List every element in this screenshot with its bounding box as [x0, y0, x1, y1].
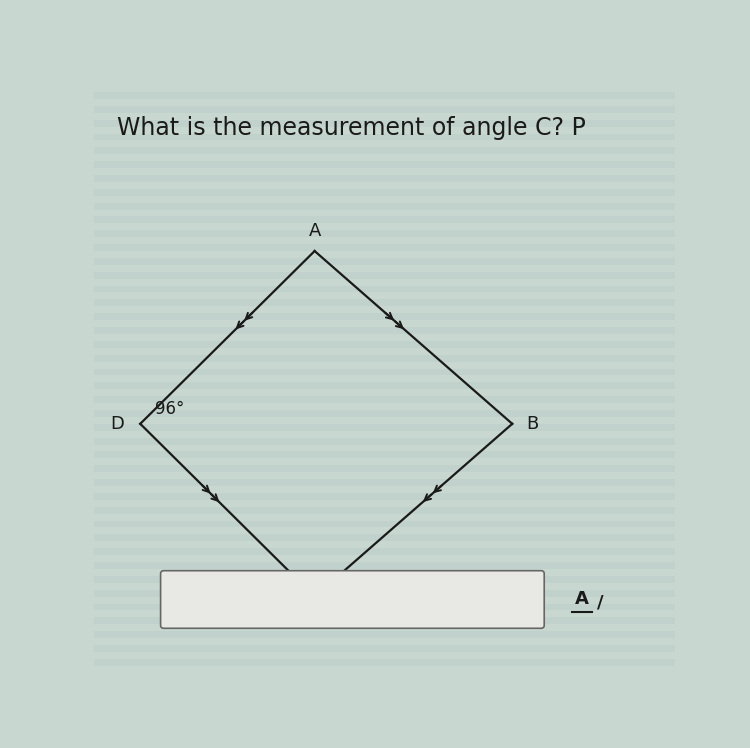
Text: /: / [596, 593, 603, 611]
Bar [94, 175, 675, 182]
Bar [94, 562, 675, 569]
Bar [94, 313, 675, 320]
Bar [94, 230, 675, 237]
Bar [94, 299, 675, 307]
Text: A: A [575, 590, 589, 608]
Bar [94, 188, 675, 196]
Bar [94, 258, 675, 265]
Text: A: A [308, 222, 321, 240]
Bar [94, 120, 675, 126]
Bar [94, 216, 675, 224]
Bar [94, 479, 675, 486]
Bar [94, 92, 675, 99]
Bar [94, 631, 675, 638]
Bar [94, 382, 675, 389]
Bar [94, 589, 675, 597]
Bar [94, 286, 675, 292]
Text: D: D [110, 415, 124, 433]
Bar [94, 327, 675, 334]
FancyBboxPatch shape [160, 571, 544, 628]
Bar [94, 369, 675, 375]
Text: B: B [526, 415, 538, 433]
Bar [94, 617, 675, 625]
Bar [94, 452, 675, 459]
Bar [94, 506, 675, 514]
Bar [94, 147, 675, 154]
Bar [94, 203, 675, 209]
Bar [94, 465, 675, 472]
Bar [94, 134, 675, 141]
Bar [94, 659, 675, 666]
Bar [94, 493, 675, 500]
Bar [94, 272, 675, 279]
Bar [94, 521, 675, 527]
Bar [94, 548, 675, 555]
Bar [94, 410, 675, 417]
Bar [94, 424, 675, 431]
Bar [94, 355, 675, 361]
Bar [94, 438, 675, 444]
Bar [94, 534, 675, 542]
Text: 96°: 96° [154, 400, 184, 418]
Bar [94, 106, 675, 113]
Bar [94, 396, 675, 403]
Bar [94, 161, 675, 168]
Bar [94, 244, 675, 251]
Text: C: C [308, 608, 321, 626]
Text: What is the measurement of angle C? P: What is the measurement of angle C? P [117, 116, 586, 140]
Bar [94, 604, 675, 610]
Bar [94, 645, 675, 652]
Bar [94, 576, 675, 583]
Bar [94, 341, 675, 348]
